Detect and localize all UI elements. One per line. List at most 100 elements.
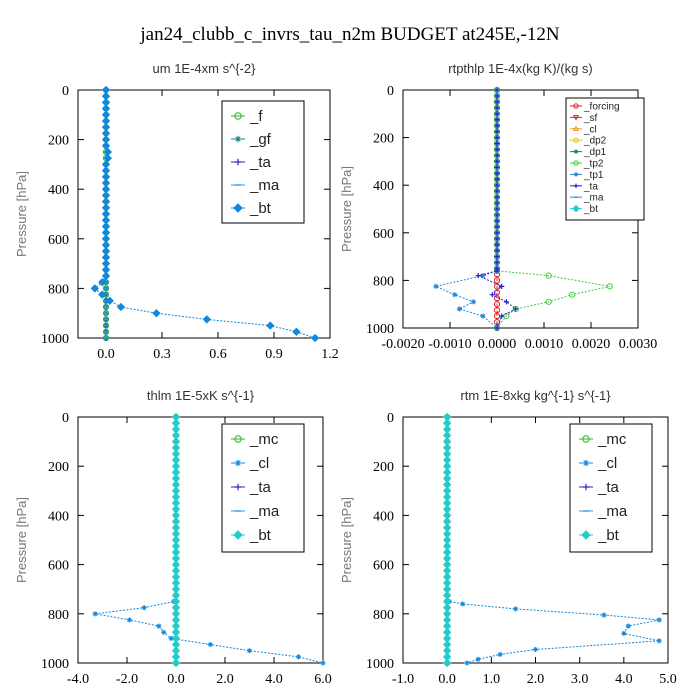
series-bt [90, 85, 320, 343]
legend-marker [234, 112, 242, 120]
y-tick-label: 0 [62, 411, 69, 426]
data-point [494, 254, 500, 260]
data-point [116, 302, 126, 312]
x-tick-label: -0.0010 [428, 337, 471, 352]
y-axis-label: Pressure [hPa] [339, 497, 354, 583]
data-point [494, 200, 500, 206]
data-point [494, 236, 500, 242]
legend-label: _ma [249, 177, 280, 194]
data-point [98, 290, 107, 299]
legend-marker [573, 160, 579, 166]
data-point [433, 283, 439, 289]
data-point [480, 273, 486, 279]
x-tick-label: -1.0 [392, 672, 414, 687]
data-point [92, 611, 98, 617]
data-point [101, 141, 111, 150]
data-point [156, 623, 162, 629]
data-point [513, 306, 519, 312]
data-point [292, 327, 301, 336]
data-point [168, 635, 174, 641]
x-tick-label: 0.0020 [572, 337, 611, 352]
x-tick-label: -0.0020 [381, 337, 424, 352]
chart-panel-4: rtm 1E-8xkg kg^{-1} s^{-1} Pressure [hPa]… [339, 388, 677, 687]
data-point [513, 606, 519, 612]
data-point [494, 93, 500, 99]
data-point [494, 176, 500, 182]
y-tick-label: 1000 [41, 332, 69, 347]
x-tick-label: 2.0 [216, 672, 234, 687]
data-point [494, 111, 500, 117]
y-tick-label: 600 [373, 227, 394, 242]
series-tp1 [433, 87, 500, 331]
y-tick-label: 800 [48, 282, 69, 297]
data-point [494, 242, 500, 248]
data-point [494, 129, 500, 135]
data-point [320, 660, 326, 666]
panel-title: thlm 1E-5xK s^{-1} [147, 388, 255, 403]
legend: _mc _cl _ta _ma _bt [221, 423, 305, 553]
data-point [494, 146, 500, 153]
legend-label: _mc [249, 431, 279, 448]
legend: _forcing_sf_cl_dp2_dp1_tp2_tp1_ta_ma_bt [565, 97, 645, 221]
data-point [656, 617, 662, 623]
legend-label: _ta [597, 479, 620, 496]
data-point [494, 99, 500, 105]
y-tick-label: 400 [48, 183, 69, 198]
data-point [625, 623, 631, 629]
x-tick-label: 5.0 [659, 672, 677, 687]
x-tick-label: -2.0 [116, 672, 138, 687]
figure-title: jan24_clubb_c_invrs_tau_n2m BUDGET at245… [139, 24, 559, 45]
x-tick-label: 0.0030 [619, 337, 658, 352]
data-point [202, 315, 211, 324]
data-point [569, 291, 576, 298]
data-point [493, 307, 501, 314]
legend-label: _forcing [583, 102, 620, 113]
data-point [497, 651, 503, 657]
data-point [266, 321, 275, 330]
y-tick-label: 200 [373, 460, 394, 475]
legend-label: _bt [583, 204, 598, 215]
x-tick-label: 2.0 [527, 672, 545, 687]
legend-label: _bt [597, 527, 620, 544]
legend-label: _f [249, 108, 263, 125]
data-point [621, 630, 627, 637]
legend-label: _bt [249, 200, 272, 217]
data-point [494, 158, 500, 164]
data-point [480, 313, 486, 319]
y-tick-label: 200 [373, 132, 394, 147]
series-bt [443, 412, 452, 668]
data-point [545, 298, 552, 305]
data-point [494, 135, 500, 141]
legend-label: _ma [597, 503, 628, 520]
legend-label: _ma [583, 193, 604, 204]
data-point [105, 296, 114, 305]
y-tick-label: 0 [387, 84, 394, 99]
data-point [494, 87, 500, 93]
legend-marker [572, 115, 580, 121]
legend-marker [234, 483, 242, 491]
data-point [98, 278, 107, 287]
y-tick-label: 200 [48, 134, 69, 149]
legend-marker [573, 149, 579, 154]
legend-marker [234, 135, 242, 143]
legend-marker [233, 203, 243, 213]
data-point [606, 283, 613, 290]
legend-box [221, 423, 305, 553]
data-point [656, 638, 662, 644]
data-point [494, 117, 500, 123]
y-axis-label: Pressure [hPa] [339, 166, 354, 252]
data-point [207, 641, 213, 648]
legend-marker [581, 530, 591, 540]
data-point [494, 218, 500, 224]
legend-label: _ta [249, 479, 272, 496]
data-point [443, 658, 452, 668]
x-tick-label: 4.0 [615, 672, 633, 687]
panel-title: rtm 1E-8xkg kg^{-1} s^{-1} [460, 388, 611, 403]
series-bt [171, 412, 181, 668]
data-point [460, 601, 466, 607]
x-tick-label: 0.0000 [478, 337, 517, 352]
y-tick-label: 600 [48, 233, 69, 248]
data-point [494, 206, 500, 212]
x-tick-label: 0.3 [153, 347, 171, 362]
legend-label: _tp1 [583, 170, 604, 181]
